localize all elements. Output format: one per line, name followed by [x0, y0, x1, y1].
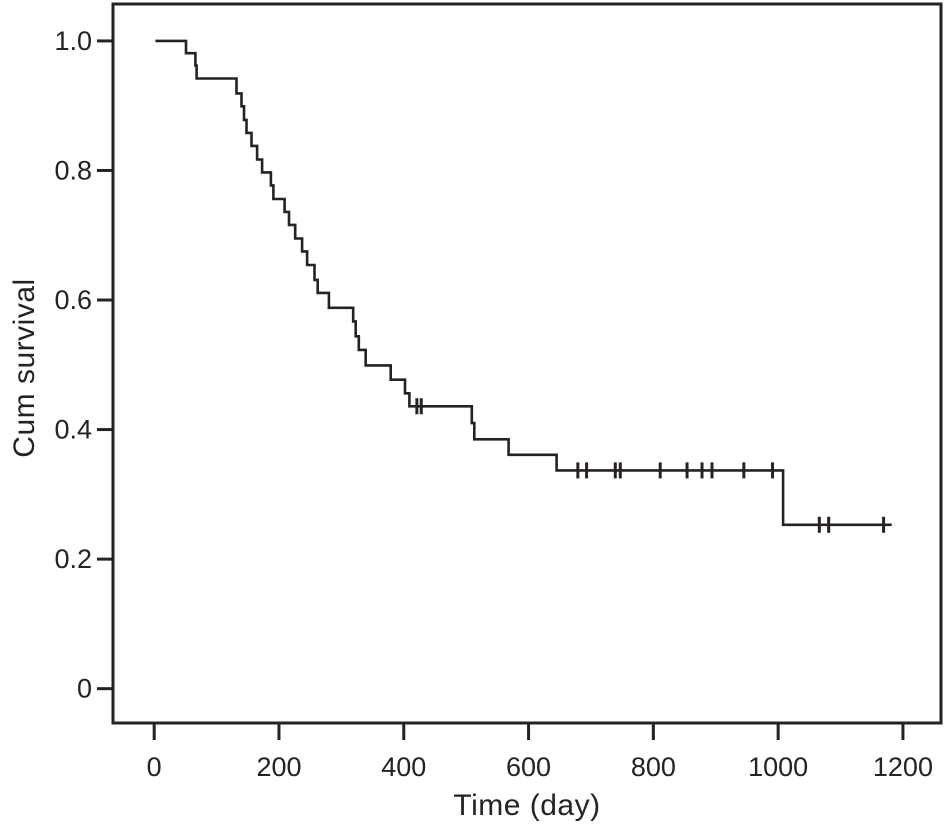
y-tick-label: 1.0: [54, 26, 92, 56]
y-axis-title: Cum survival: [8, 278, 41, 458]
x-tick-label: 1000: [748, 752, 808, 782]
y-tick-label: 0.8: [54, 155, 92, 185]
survival-curve: [155, 39, 892, 527]
x-tick-label: 200: [256, 752, 301, 782]
y-tick-label: 0.2: [54, 544, 92, 574]
y-tick-label: 0.6: [54, 285, 92, 315]
y-tick-label: 0.4: [54, 415, 92, 445]
x-tick-label: 600: [506, 752, 551, 782]
plot-frame: [111, 2, 943, 725]
x-tick-label: 1200: [873, 752, 933, 782]
y-tick-label: 0: [77, 674, 92, 704]
x-tick-label: 0: [147, 752, 162, 782]
x-axis-title: Time (day): [453, 789, 601, 822]
x-tick-label: 800: [631, 752, 676, 782]
x-tick-label: 400: [381, 752, 426, 782]
